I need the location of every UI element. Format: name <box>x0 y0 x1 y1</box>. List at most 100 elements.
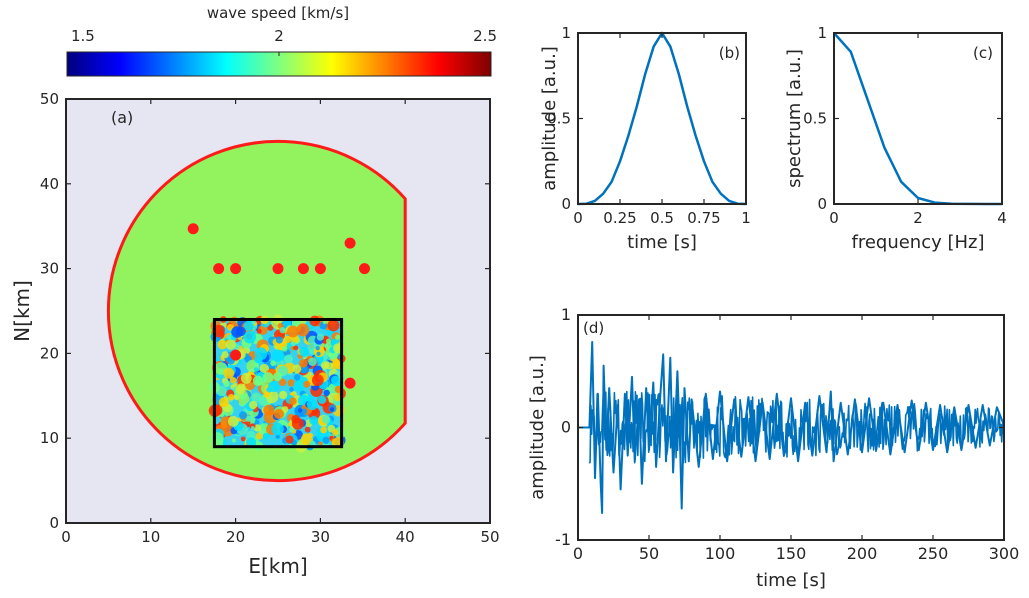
medium-cell <box>306 399 318 411</box>
station-marker <box>230 349 242 361</box>
y-axis-label: spectrum [a.u.] <box>784 49 805 188</box>
medium-cell <box>299 358 308 368</box>
medium-cell <box>253 367 259 372</box>
medium-cell <box>233 383 238 388</box>
medium-cell <box>229 376 237 384</box>
y-tick-label: 0.5 <box>547 110 571 128</box>
colorbar-tick-label: 2.5 <box>473 27 497 45</box>
medium-cell <box>303 380 311 388</box>
y-tick-label: 1 <box>817 24 827 42</box>
medium-cell <box>278 378 287 387</box>
x-axis-label: frequency [Hz] <box>851 232 984 253</box>
medium-cell <box>251 320 256 325</box>
medium-cell <box>292 364 302 374</box>
medium-cell <box>311 374 324 387</box>
x-tick-label: 0 <box>829 209 839 227</box>
medium-cell <box>320 426 328 434</box>
medium-cell <box>233 394 240 401</box>
medium-cell <box>249 400 258 410</box>
medium-cell <box>289 387 294 392</box>
medium-cell <box>300 433 313 446</box>
medium-cell <box>289 397 297 406</box>
medium-cell <box>297 408 303 413</box>
x-tick-label: 0 <box>573 209 583 227</box>
y-tick-label: 50 <box>40 90 59 108</box>
panel-c-spectrum: 0 2 4 0 0.5 1 (c) frequency [Hz] spectrum [a.u.] <box>784 24 1007 253</box>
medium-cell <box>262 432 270 440</box>
x-tick-label: 50 <box>480 528 499 546</box>
medium-cell <box>262 372 274 383</box>
medium-cell <box>225 339 236 350</box>
medium-cell <box>292 429 297 434</box>
medium-cell <box>296 323 310 337</box>
medium-cell <box>218 397 229 408</box>
x-tick-label: 300 <box>989 544 1020 563</box>
y-tick-label: 0 <box>561 418 571 437</box>
medium-cell <box>316 351 321 356</box>
medium-cell <box>315 345 320 351</box>
medium-cell <box>253 424 262 432</box>
station-marker <box>344 237 356 249</box>
medium-cell <box>221 351 229 359</box>
medium-cell <box>316 333 324 341</box>
medium-cell <box>287 325 299 338</box>
medium-cell <box>228 393 235 401</box>
medium-cell <box>227 415 239 427</box>
y-tick-label: 30 <box>40 260 59 278</box>
medium-cell <box>268 381 280 393</box>
medium-cell <box>236 326 246 337</box>
random-medium-border <box>212 317 344 449</box>
y-tick-label: -1 <box>555 530 571 549</box>
x-axis-label: E[km] <box>248 554 307 578</box>
axes-background <box>834 33 1002 204</box>
medium-cell <box>317 395 327 404</box>
medium-cell <box>281 346 288 352</box>
medium-cell <box>332 429 339 436</box>
random-medium <box>208 314 346 453</box>
medium-cell <box>304 426 311 433</box>
station-marker <box>358 263 370 275</box>
x-axis-label: time [s] <box>756 570 826 591</box>
x-tick-label: 20 <box>226 528 245 546</box>
x-tick-label: 0.5 <box>650 209 674 227</box>
medium-cell <box>335 334 341 340</box>
y-tick-label: 0 <box>817 195 827 213</box>
y-tick-label: 40 <box>40 175 59 193</box>
medium-cell <box>275 336 283 344</box>
station-marker <box>297 263 309 275</box>
medium-cell <box>333 394 342 402</box>
panel-label: (d) <box>583 319 604 337</box>
colorbar-label: wave speed [km/s] <box>207 4 349 22</box>
x-tick-label: 40 <box>396 528 415 546</box>
medium-cell <box>279 390 288 400</box>
medium-cell <box>252 375 264 386</box>
medium-cell <box>275 434 281 439</box>
x-tick-label: 2 <box>913 209 923 227</box>
station-marker <box>213 263 225 275</box>
medium-cell <box>255 432 264 440</box>
medium-cell <box>243 330 257 344</box>
medium-cell <box>281 406 289 413</box>
medium-cell <box>217 339 228 350</box>
x-tick-label: 10 <box>141 528 160 546</box>
medium-cell <box>327 319 340 332</box>
medium-cell <box>259 363 270 374</box>
medium-cell <box>293 345 299 351</box>
medium-cell <box>325 338 332 344</box>
medium-cell <box>309 416 319 426</box>
medium-cell <box>271 422 284 436</box>
medium-cell <box>250 426 255 431</box>
panel-label: (c) <box>973 44 993 62</box>
x-tick-label: 50 <box>639 544 659 563</box>
medium-cell <box>254 347 268 361</box>
panel-label: (b) <box>719 44 740 62</box>
x-tick-label: 1 <box>741 209 751 227</box>
medium-cell <box>258 396 268 406</box>
colorbar-ticks: 1.5 2 2.5 <box>66 27 497 56</box>
y-tick-label: 1 <box>561 24 571 42</box>
x-tick-label: 4 <box>997 209 1007 227</box>
medium-cell <box>287 379 295 387</box>
medium-cell <box>322 436 330 445</box>
data-line-dense <box>588 390 1005 464</box>
